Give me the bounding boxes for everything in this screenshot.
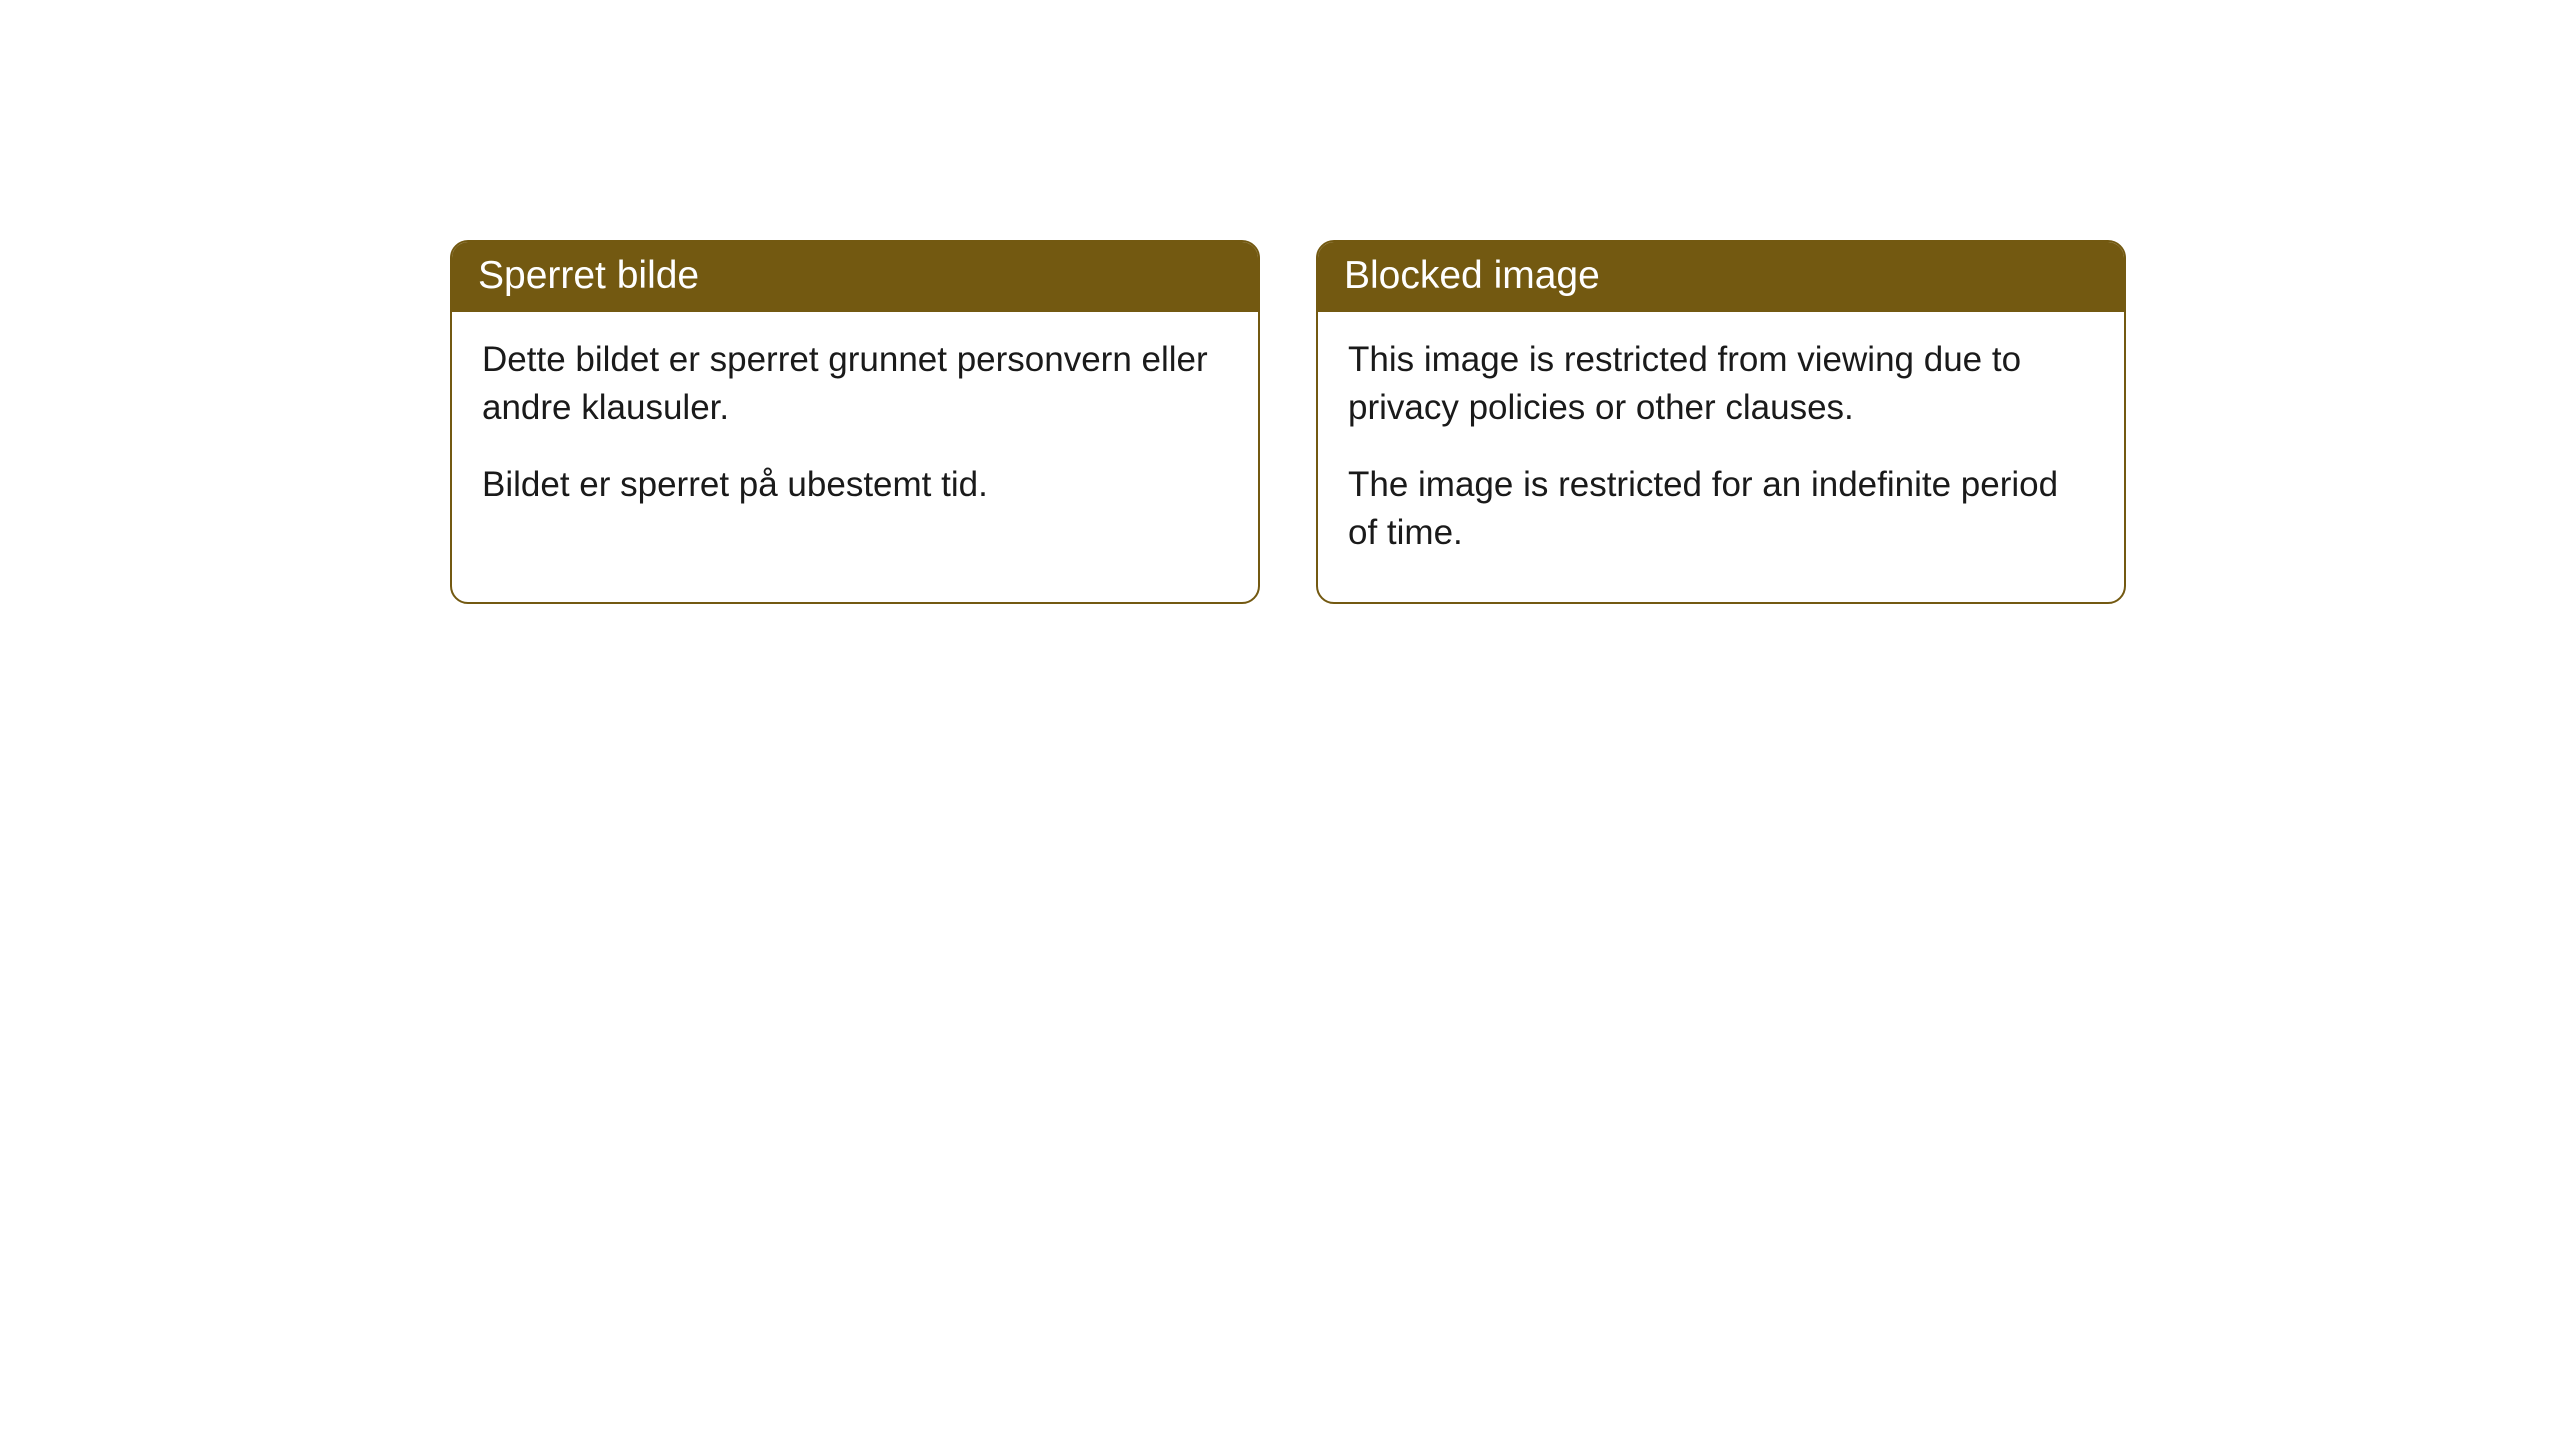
card-title: Sperret bilde (478, 254, 699, 297)
card-paragraph: The image is restricted for an indefinit… (1348, 461, 2094, 556)
card-body: Dette bildet er sperret grunnet personve… (452, 312, 1258, 555)
card-paragraph: Bildet er sperret på ubestemt tid. (482, 461, 1228, 509)
card-body: This image is restricted from viewing du… (1318, 312, 2124, 602)
blocked-image-card-english: Blocked image This image is restricted f… (1316, 240, 2126, 604)
card-paragraph: This image is restricted from viewing du… (1348, 336, 2094, 431)
blocked-image-card-norwegian: Sperret bilde Dette bildet er sperret gr… (450, 240, 1260, 604)
card-header: Blocked image (1318, 242, 2124, 312)
card-title: Blocked image (1344, 254, 1600, 297)
card-header: Sperret bilde (452, 242, 1258, 312)
message-cards-container: Sperret bilde Dette bildet er sperret gr… (450, 240, 2126, 604)
card-paragraph: Dette bildet er sperret grunnet personve… (482, 336, 1228, 431)
